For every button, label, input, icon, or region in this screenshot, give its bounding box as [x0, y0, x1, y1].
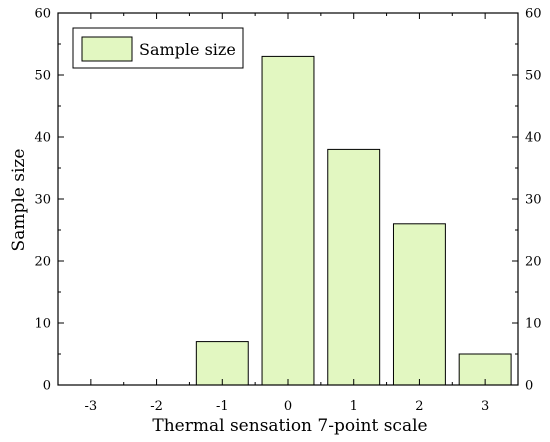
right-y-tick-label-30: 30 — [525, 193, 542, 208]
right-y-tick-label-50: 50 — [525, 69, 542, 84]
bar-2 — [392, 223, 446, 386]
y-tick-label-20: 20 — [34, 255, 51, 270]
bar-0 — [261, 55, 315, 386]
left-y-tick-labels: 0 10 20 30 40 50 60 — [34, 7, 51, 394]
y-tick-label-50: 50 — [34, 69, 51, 84]
x-tick-label-2: 2 — [415, 399, 423, 414]
y-tick-label-10: 10 — [34, 317, 51, 332]
y-tick-label-0: 0 — [43, 379, 51, 394]
x-tick-label-0: 0 — [284, 399, 292, 414]
x-tick-label--2: -2 — [150, 399, 163, 414]
right-y-tick-label-20: 20 — [525, 255, 542, 270]
bars-group — [195, 55, 512, 386]
x-tick-labels: -3 -2 -1 0 1 2 3 — [85, 399, 490, 414]
y-axis-label: Sample size — [9, 149, 29, 252]
right-y-tick-label-0: 0 — [525, 379, 533, 394]
x-tick-label--3: -3 — [85, 399, 98, 414]
legend-swatch — [81, 36, 133, 62]
ticks-group — [58, 12, 518, 386]
x-tick-label-3: 3 — [481, 399, 489, 414]
right-y-tick-label-40: 40 — [525, 131, 542, 146]
y-tick-label-30: 30 — [34, 193, 51, 208]
right-y-tick-labels: 0 10 20 30 40 50 60 — [525, 7, 542, 394]
x-tick-label--1: -1 — [216, 399, 229, 414]
y-tick-label-40: 40 — [34, 131, 51, 146]
bar-1 — [327, 148, 381, 386]
right-y-tick-label-10: 10 — [525, 317, 542, 332]
bar--1 — [195, 341, 249, 386]
x-tick-label-1: 1 — [350, 399, 358, 414]
legend-label: Sample size — [139, 40, 236, 59]
right-y-tick-label-60: 60 — [525, 7, 542, 22]
legend: Sample size — [72, 27, 244, 69]
x-axis-label: Thermal sensation 7-point scale — [152, 416, 427, 436]
y-tick-label-60: 60 — [34, 7, 51, 22]
